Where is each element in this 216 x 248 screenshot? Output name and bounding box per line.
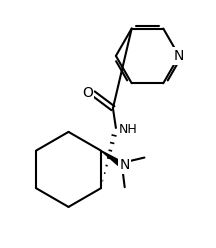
Text: O: O — [82, 86, 93, 100]
Text: NH: NH — [118, 124, 137, 136]
Text: N: N — [119, 158, 130, 172]
Text: N: N — [174, 49, 184, 63]
Polygon shape — [101, 151, 124, 168]
